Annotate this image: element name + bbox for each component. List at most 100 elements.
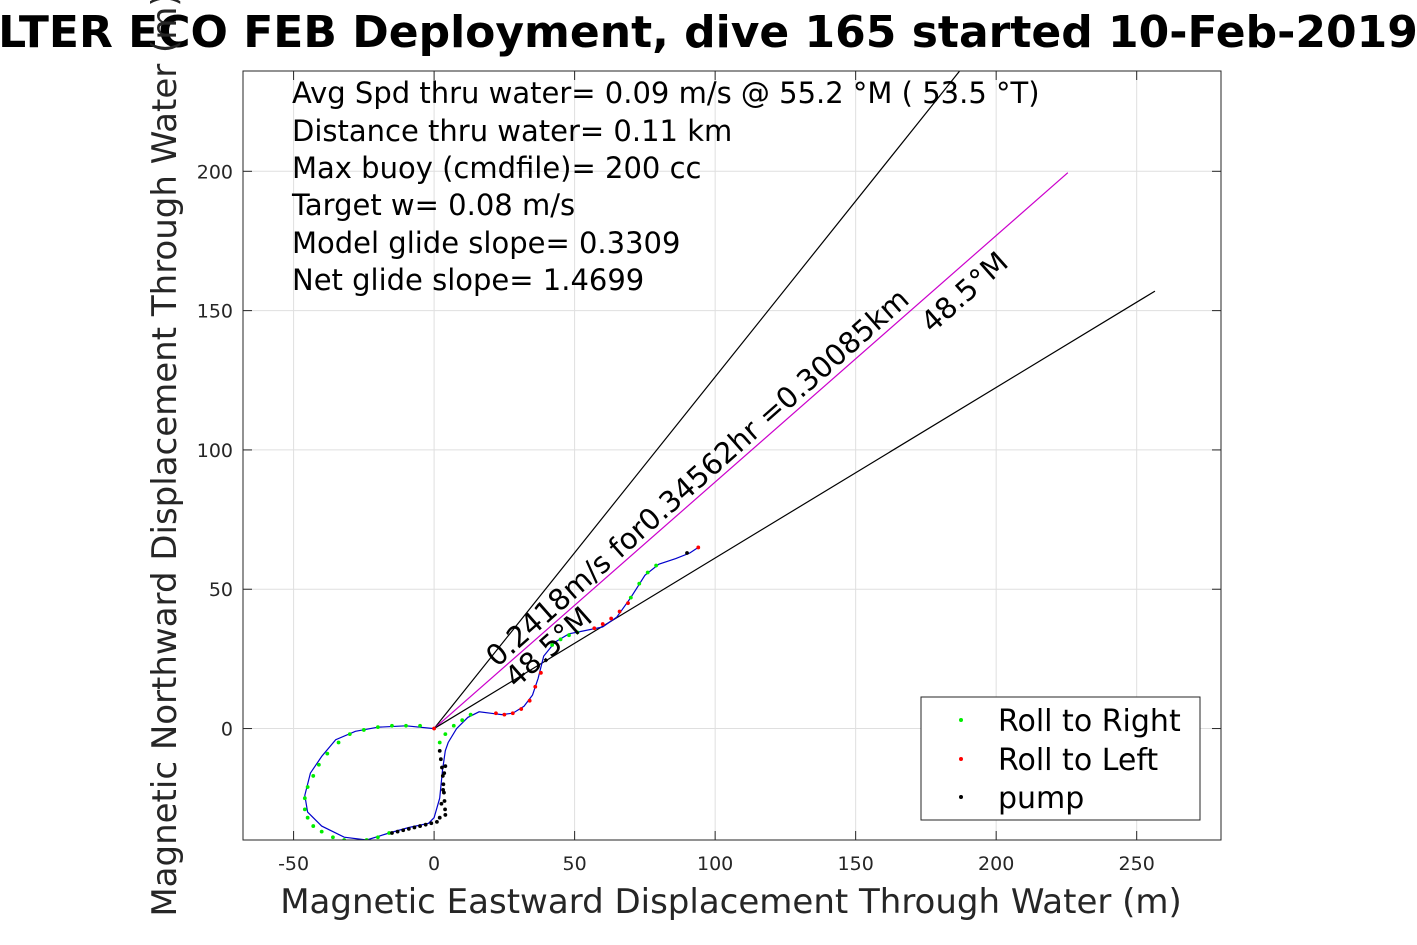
pump-point: [442, 771, 447, 776]
stats-block: Avg Spd thru water= 0.09 m/s @ 55.2 °M (…: [291, 76, 1040, 297]
stat-avg-speed: Avg Spd thru water= 0.09 m/s @ 55.2 °M (…: [292, 76, 1040, 110]
x-tick-label: 200: [978, 853, 1014, 875]
roll-to-right-point: [311, 774, 316, 778]
roll-to-left-point: [510, 711, 515, 716]
roll-to-right-point: [316, 762, 321, 767]
pump-point: [401, 828, 406, 833]
y-tick-label: 0: [221, 719, 233, 741]
roll-to-left-point: [626, 601, 630, 606]
y-tick-label: 200: [197, 161, 233, 183]
pump-point: [390, 831, 394, 835]
roll-to-right-point: [418, 723, 422, 728]
pump-point: [418, 824, 422, 828]
roll-to-right-point: [361, 728, 366, 732]
roll-to-left-point: [696, 545, 701, 550]
roll-to-right-point: [451, 723, 456, 728]
roll-to-left-point: [533, 684, 538, 689]
roll-to-right-point: [637, 581, 642, 586]
roll-to-right-point: [645, 570, 650, 575]
roll-to-left-point: [600, 622, 605, 626]
roll-to-right-point: [325, 751, 330, 756]
pump-point: [442, 799, 447, 803]
roll-to-right-point: [628, 595, 633, 600]
y-tick-label: 150: [197, 301, 233, 323]
roll-to-right-point: [331, 835, 335, 840]
pump-point: [443, 807, 447, 812]
grid: [243, 71, 1221, 840]
pump-point: [443, 764, 448, 769]
stat-net-glide-slope: Net glide slope= 1.4699: [292, 263, 644, 297]
stat-target-w: Target w= 0.08 m/s: [291, 188, 575, 222]
pump-point: [443, 813, 448, 817]
roll-to-right-point: [375, 725, 380, 730]
axis-ticks: -50 0 50 100 150 200 250 0 50 100 150 200: [197, 71, 1221, 875]
x-tick-label: 250: [1119, 853, 1155, 875]
stat-distance: Distance thru water= 0.11 km: [292, 114, 732, 148]
upper-bound-line: [433, 71, 961, 729]
legend-label-roll-left: Roll to Left: [998, 743, 1158, 778]
roll-to-right-point: [654, 563, 659, 568]
stat-model-glide-slope: Model glide slope= 0.3309: [292, 226, 680, 260]
roll-to-right-point: [558, 637, 563, 642]
roll-to-right-point: [302, 807, 307, 812]
roll-to-right-point: [305, 815, 310, 820]
chart-title: LTER ECO FEB Deployment, dive 165 starte…: [0, 7, 1417, 58]
pump-point: [441, 787, 445, 792]
roll-to-left-point: [609, 616, 614, 621]
pump-point: [437, 815, 442, 820]
roll-to-left-point: [538, 670, 543, 675]
roll-to-left-point: [617, 609, 622, 614]
pump-point: [439, 801, 444, 806]
roll-to-right-point: [460, 718, 465, 723]
x-tick-label: -50: [278, 853, 309, 875]
pump-point: [437, 748, 442, 753]
pump-point: [429, 821, 434, 826]
y-axis-label: Magnetic Northward Displacement Through …: [145, 0, 185, 917]
reference-lines: [433, 71, 1156, 730]
pump-point: [438, 757, 443, 762]
roll-to-right-point: [319, 829, 324, 834]
roll-to-right-point: [390, 723, 394, 728]
pump-point: [412, 825, 417, 830]
roll-to-right-point: [305, 785, 310, 789]
pump-point: [685, 551, 689, 555]
pump-point: [395, 829, 400, 834]
x-tick-label: 100: [697, 853, 733, 875]
pump-point: [440, 765, 444, 770]
roll-to-right-point: [443, 732, 448, 737]
legend-marker-pump: [959, 795, 963, 799]
legend-label-roll-right: Roll to Right: [998, 704, 1181, 739]
roll-to-left-point: [432, 726, 437, 731]
roll-to-left-point: [527, 698, 532, 703]
pump-point: [441, 782, 446, 787]
roll-to-left-point: [502, 712, 507, 717]
course-line: [433, 172, 1069, 730]
legend-label-pump: pump: [998, 781, 1084, 816]
roll-to-right-point: [437, 740, 442, 745]
x-tick-label: 50: [563, 853, 587, 875]
roll-to-left-point: [494, 711, 498, 716]
pump-point: [435, 819, 439, 824]
lower-bound-line: [433, 290, 1156, 730]
x-tick-label: 0: [428, 853, 440, 875]
roll-to-right-point: [550, 643, 555, 647]
track-points: [302, 545, 701, 840]
x-axis-label: Magnetic Eastward Displacement Through W…: [280, 882, 1182, 922]
pump-point: [406, 826, 411, 831]
legend-box: [920, 696, 1201, 821]
roll-to-left-point: [519, 707, 524, 711]
roll-to-right-point: [311, 824, 316, 828]
roll-to-right-point: [468, 712, 473, 717]
roll-to-right-point: [347, 732, 352, 737]
roll-to-right-point: [302, 796, 307, 801]
pump-point: [423, 822, 428, 827]
plot-frame: [242, 70, 1222, 841]
roll-to-right-point: [387, 831, 392, 835]
y-tick-label: 50: [209, 579, 233, 601]
roll-to-right-point: [375, 835, 380, 840]
roll-to-left-point: [592, 626, 597, 631]
roll-to-right-point: [575, 630, 580, 635]
y-tick-label: 100: [197, 440, 233, 462]
legend-marker-roll-right: [959, 718, 963, 722]
